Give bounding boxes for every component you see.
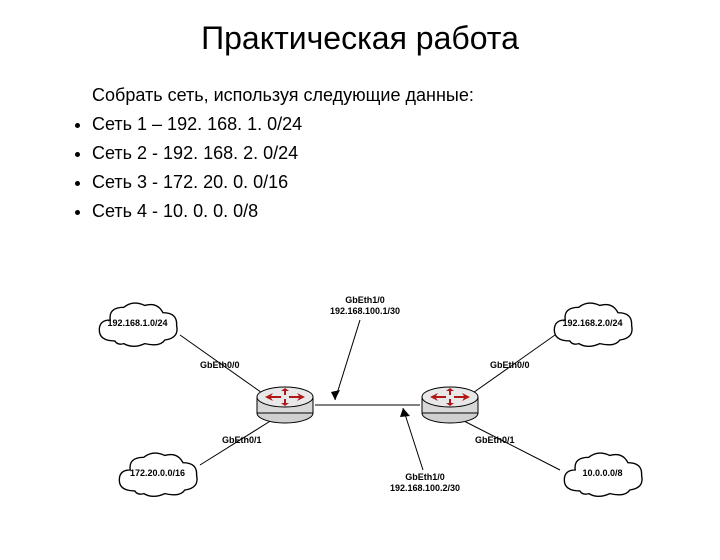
link-label-top: GbEth1/0 192.168.100.1/30 xyxy=(320,295,410,317)
cloud-label: 10.0.0.0/8 xyxy=(555,468,650,478)
cloud-label: 192.168.2.0/24 xyxy=(545,318,640,328)
iface-label: GbEth0/0 xyxy=(490,360,530,370)
router-right xyxy=(420,385,480,423)
list-item: Сеть 4 - 10. 0. 0. 0/8 xyxy=(92,198,720,225)
cloud-label: 172.20.0.0/16 xyxy=(110,468,205,478)
cloud-label: 192.168.1.0/24 xyxy=(90,318,185,328)
list-item: Сеть 2 - 192. 168. 2. 0/24 xyxy=(92,140,720,167)
page-title: Практическая работа xyxy=(0,20,720,57)
link-if: GbEth1/0 xyxy=(380,472,470,483)
link-ip: 192.168.100.1/30 xyxy=(320,306,410,317)
list-item: Сеть 1 – 192. 168. 1. 0/24 xyxy=(92,111,720,138)
network-list: Сеть 1 – 192. 168. 1. 0/24 Сеть 2 - 192.… xyxy=(60,111,720,225)
cloud-net2: 192.168.2.0/24 xyxy=(545,300,640,350)
link-ip: 192.168.100.2/30 xyxy=(380,483,470,494)
link-if: GbEth1/0 xyxy=(320,295,410,306)
link-label-bottom: GbEth1/0 192.168.100.2/30 xyxy=(380,472,470,494)
iface-label: GbEth0/0 xyxy=(200,360,240,370)
task-block: Собрать сеть, используя следующие данные… xyxy=(60,82,720,225)
task-intro: Собрать сеть, используя следующие данные… xyxy=(92,82,720,109)
iface-label: GbEth0/1 xyxy=(222,435,262,445)
cloud-net4: 10.0.0.0/8 xyxy=(555,450,650,500)
iface-label: GbEth0/1 xyxy=(475,435,515,445)
cloud-net1: 192.168.1.0/24 xyxy=(90,300,185,350)
router-left xyxy=(255,385,315,423)
list-item: Сеть 3 - 172. 20. 0. 0/16 xyxy=(92,169,720,196)
network-diagram: 192.168.1.0/24 192.168.2.0/24 172.20.0.0… xyxy=(0,280,720,540)
cloud-net3: 172.20.0.0/16 xyxy=(110,450,205,500)
